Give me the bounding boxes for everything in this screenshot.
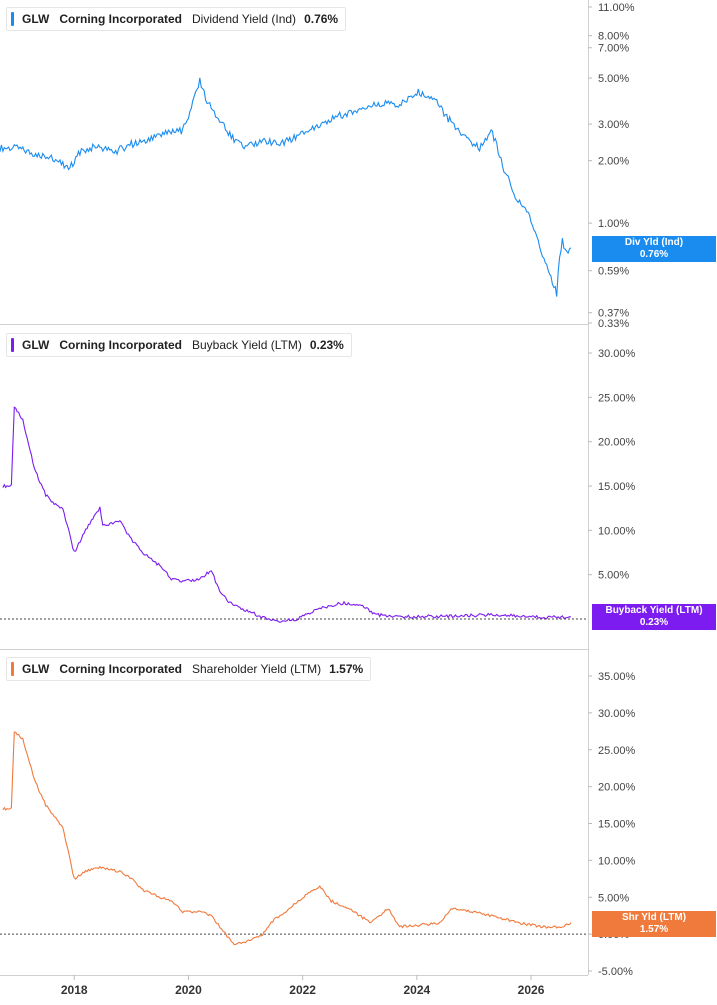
y-tick-label: 5.00% (598, 892, 629, 904)
y-tick-label: 30.00% (598, 708, 636, 720)
y-tick-label: 5.00% (598, 570, 629, 582)
legend-dividend-yield: GLW Corning Incorporated Dividend Yield … (6, 7, 347, 31)
y-tick-label: 20.00% (598, 782, 636, 794)
current-value-tag-buyback: Buyback Yield (LTM) 0.23% (592, 604, 716, 630)
y-tick-label: 0.59% (598, 266, 629, 278)
x-tick-label: 2020 (175, 983, 202, 997)
x-tick-label: 2024 (403, 983, 430, 997)
x-tick-label: 2018 (61, 983, 88, 997)
tag-value: 1.57% (639, 924, 669, 935)
y-tick-label: 20.00% (598, 437, 636, 449)
y-tick-label: 25.00% (598, 392, 636, 404)
legend-ticker: GLW (22, 338, 50, 352)
y-tick-label: 10.00% (598, 525, 636, 537)
tag-label: Div Yld (Ind) (624, 237, 684, 248)
y-tick-label: 10.00% (598, 855, 636, 867)
legend-ticker: GLW (22, 662, 50, 676)
y-tick-label: 25.00% (598, 745, 636, 757)
y-tick-label: 8.00% (598, 31, 629, 43)
y-tick-label: 30.00% (598, 348, 636, 360)
y-tick-label: 5.00% (598, 73, 629, 85)
legend-value: 0.23% (309, 338, 344, 352)
legend-metric: Dividend Yield (Ind) (192, 12, 297, 26)
y-tick-label: 35.00% (598, 671, 636, 683)
tag-label: Shr Yld (LTM) (621, 912, 687, 923)
tag-value: 0.76% (639, 249, 669, 260)
legend-color-marker (11, 12, 14, 26)
x-tick-label: 2022 (289, 983, 316, 997)
legend-value: 1.57% (329, 662, 364, 676)
y-tick-label: 2.00% (598, 156, 629, 168)
series-line-0 (0, 77, 572, 297)
y-tick-label: 0.33% (598, 318, 629, 330)
series-line-1 (2, 406, 572, 623)
series-line-2 (2, 731, 572, 946)
y-tick-label: 3.00% (598, 119, 629, 131)
legend-buyback-yield: GLW Corning Incorporated Buyback Yield (… (6, 333, 352, 357)
y-tick-label: 15.00% (598, 481, 636, 493)
tag-value: 0.23% (639, 617, 669, 628)
y-tick-label: -5.00% (598, 966, 633, 978)
current-value-tag-shareholder: Shr Yld (LTM) 1.57% (592, 911, 716, 937)
legend-ticker: GLW (22, 12, 50, 26)
y-tick-label: 15.00% (598, 819, 636, 831)
legend-company: Corning Incorporated (59, 338, 182, 352)
legend-color-marker (11, 338, 14, 352)
y-tick-label: 11.00% (598, 2, 635, 14)
legend-metric: Buyback Yield (LTM) (192, 338, 302, 352)
legend-shareholder-yield: GLW Corning Incorporated Shareholder Yie… (6, 657, 372, 681)
legend-company: Corning Incorporated (59, 12, 182, 26)
legend-company: Corning Incorporated (59, 662, 182, 676)
current-value-tag-dividend: Div Yld (Ind) 0.76% (592, 236, 716, 262)
x-tick-label: 2026 (518, 983, 545, 997)
legend-value: 0.76% (304, 12, 339, 26)
legend-color-marker (11, 662, 14, 676)
tag-label: Buyback Yield (LTM) (605, 605, 703, 616)
y-tick-label: 0.37% (598, 308, 629, 320)
legend-metric: Shareholder Yield (LTM) (192, 662, 322, 676)
y-tick-label: 1.00% (598, 218, 629, 230)
y-tick-label: 7.00% (598, 43, 629, 55)
